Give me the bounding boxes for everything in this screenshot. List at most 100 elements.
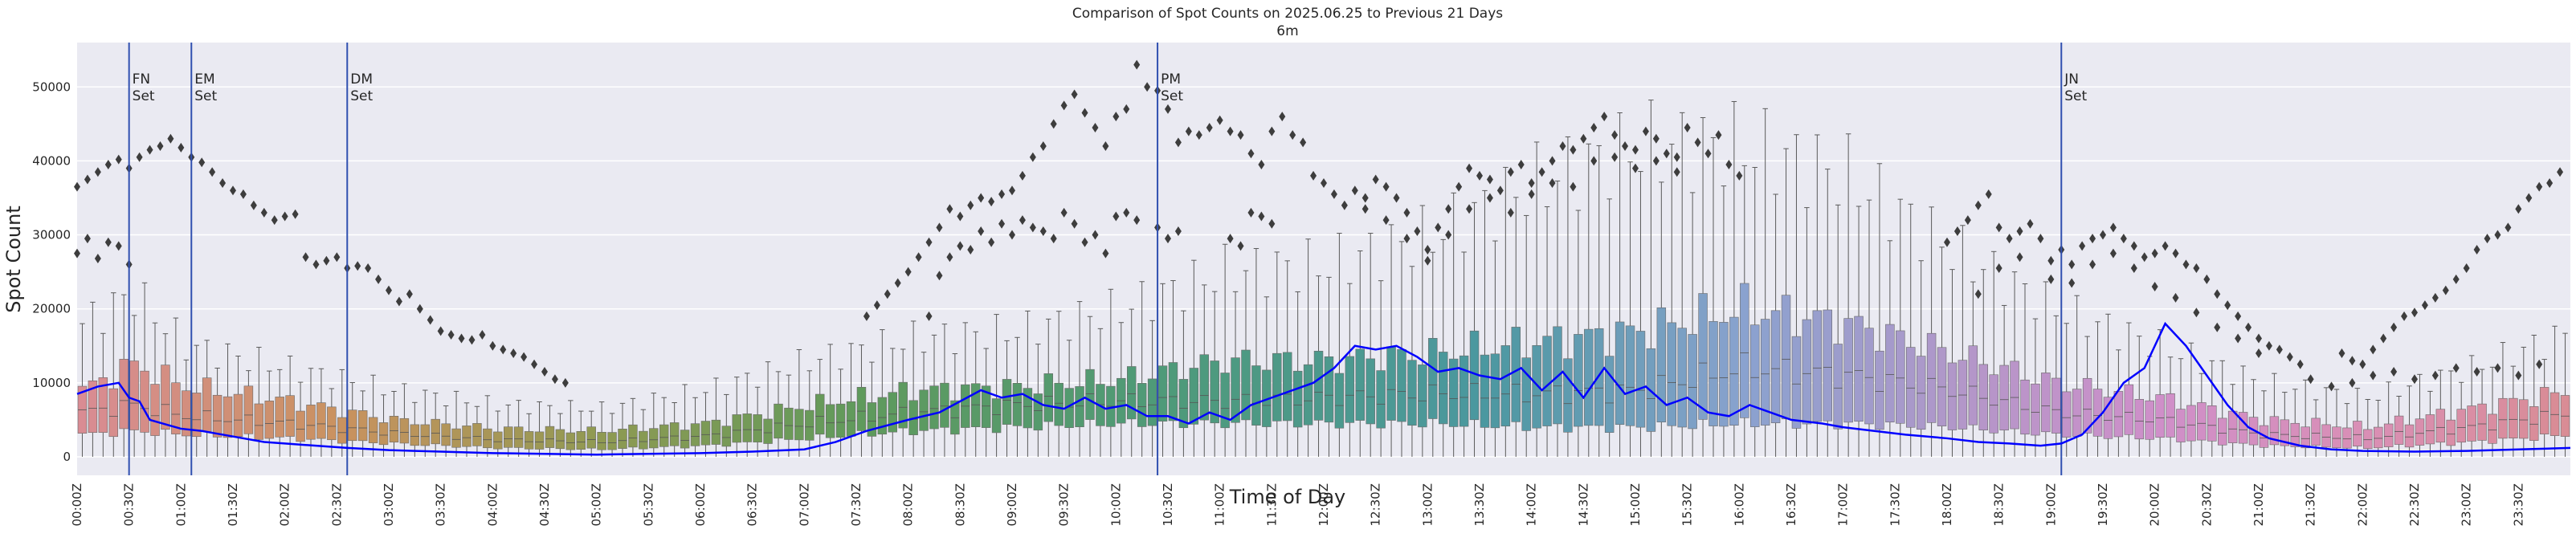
outlier-point xyxy=(936,271,943,281)
outlier-point xyxy=(1507,167,1514,177)
outlier-point xyxy=(2151,282,2158,292)
outlier-point xyxy=(1039,226,1047,236)
x-tick-label: 19:00Z xyxy=(2043,483,2058,527)
box xyxy=(2311,417,2321,446)
outlier-point xyxy=(1538,167,1545,177)
box xyxy=(1480,354,1490,428)
box xyxy=(2467,405,2476,442)
box xyxy=(399,417,410,444)
outlier-point xyxy=(1237,241,1244,251)
box xyxy=(2269,416,2280,446)
event-label: Set xyxy=(194,88,217,104)
outlier-point xyxy=(312,259,320,270)
outlier-point xyxy=(1414,226,1421,236)
outlier-point xyxy=(2401,311,2408,321)
outlier-point xyxy=(1570,145,1577,155)
outlier-point xyxy=(1382,181,1390,192)
x-tick-label: 06:00Z xyxy=(693,483,708,527)
x-tick-label: 05:00Z xyxy=(590,483,604,527)
box xyxy=(1511,327,1521,422)
box xyxy=(2072,389,2082,437)
box xyxy=(98,377,108,433)
outlier-point xyxy=(2515,204,2522,214)
outlier-point xyxy=(1455,181,1463,192)
outlier-point xyxy=(1382,215,1390,226)
box xyxy=(2477,403,2487,441)
outlier-point xyxy=(198,157,206,168)
box xyxy=(867,402,877,437)
outlier-point xyxy=(1247,207,1255,218)
outlier-point xyxy=(1611,130,1619,141)
box xyxy=(389,416,399,443)
x-tick-label: 10:00Z xyxy=(1108,483,1123,527)
outlier-point xyxy=(2349,356,2356,366)
x-tick-label: 03:00Z xyxy=(382,483,396,527)
x-tick-label: 13:00Z xyxy=(1420,483,1435,527)
outlier-point xyxy=(2296,359,2304,369)
box xyxy=(971,383,981,427)
outlier-point xyxy=(2390,367,2398,377)
outlier-point xyxy=(2452,274,2460,284)
outlier-point xyxy=(2494,363,2501,373)
x-tick-label: 02:30Z xyxy=(329,483,344,527)
outlier-point xyxy=(2193,263,2200,274)
box xyxy=(1770,310,1781,424)
outlier-point xyxy=(510,348,517,358)
outlier-point xyxy=(1268,126,1276,136)
box xyxy=(659,424,669,447)
box xyxy=(940,382,949,428)
box xyxy=(1521,357,1531,431)
outlier-point xyxy=(219,178,227,189)
box xyxy=(493,431,503,450)
box xyxy=(1760,319,1770,426)
outlier-point xyxy=(2130,241,2137,251)
outlier-point xyxy=(1549,156,1556,166)
outlier-point xyxy=(894,278,901,288)
box xyxy=(2082,377,2092,434)
box xyxy=(410,424,420,446)
outlier-point xyxy=(479,329,486,340)
outlier-point xyxy=(1424,244,1431,255)
x-tick-label: 14:30Z xyxy=(1576,483,1590,527)
box xyxy=(2113,391,2124,438)
box xyxy=(1584,328,1594,426)
box xyxy=(504,426,513,448)
x-tick-label: 00:00Z xyxy=(70,483,84,527)
outlier-point xyxy=(2473,244,2480,255)
x-tick-label: 05:30Z xyxy=(641,483,655,527)
outlier-point xyxy=(1601,112,1608,122)
box xyxy=(1916,356,1926,430)
box xyxy=(991,398,1002,434)
box xyxy=(2124,384,2134,435)
box xyxy=(316,402,326,439)
box xyxy=(483,428,492,449)
box xyxy=(2166,393,2175,438)
outlier-point xyxy=(1736,170,1743,181)
outlier-point xyxy=(2473,367,2480,377)
outlier-point xyxy=(2235,333,2242,344)
box xyxy=(254,403,264,440)
outlier-point xyxy=(74,248,80,259)
outlier-point xyxy=(1060,100,1068,111)
outlier-point xyxy=(354,261,361,271)
outlier-point xyxy=(115,241,122,251)
box xyxy=(2353,421,2362,446)
box xyxy=(1968,345,1978,426)
box xyxy=(441,423,451,446)
outlier-point xyxy=(1133,215,1141,226)
outlier-point xyxy=(1165,234,1171,244)
box xyxy=(1459,355,1469,427)
outlier-point xyxy=(1570,181,1577,192)
outlier-point xyxy=(2109,248,2117,259)
box xyxy=(753,414,762,442)
outlier-point xyxy=(541,367,548,377)
outlier-point xyxy=(2182,259,2190,270)
outlier-point xyxy=(531,359,538,369)
outlier-point xyxy=(2276,344,2283,355)
box xyxy=(2176,409,2186,442)
outlier-point xyxy=(1673,167,1680,177)
outlier-point xyxy=(447,329,455,340)
box xyxy=(1708,321,1718,426)
box xyxy=(2020,379,2030,435)
box xyxy=(628,424,638,448)
